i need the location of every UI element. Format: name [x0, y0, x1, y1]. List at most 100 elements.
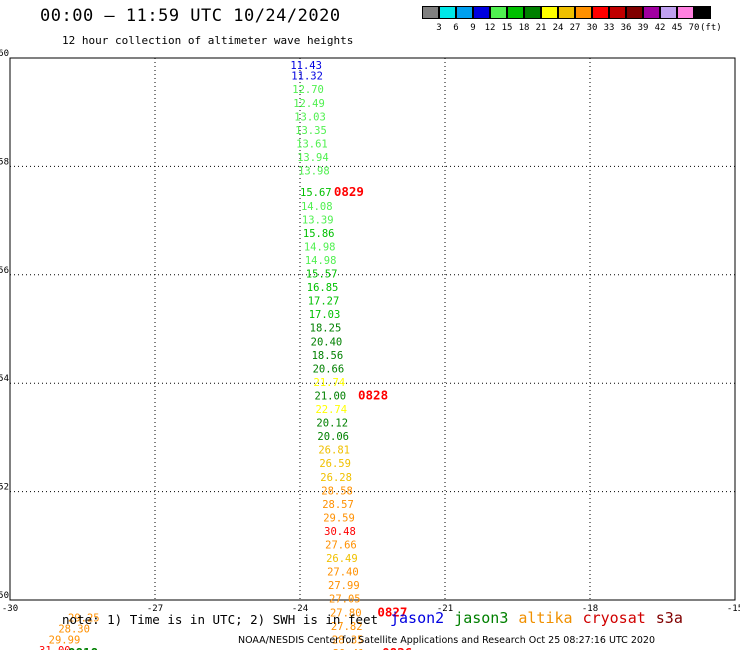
scale-label: 42	[654, 23, 666, 33]
scale-swatch	[507, 6, 524, 19]
data-point-label: 29.41	[333, 648, 365, 650]
data-point-label: 15.57	[306, 269, 338, 281]
data-point-label: 17.03	[309, 309, 341, 321]
data-point-label: 26.28	[320, 472, 352, 484]
chart-title: 00:00 – 11:59 UTC 10/24/2020	[40, 6, 341, 26]
data-point-label: 20.66	[313, 363, 345, 375]
scale-swatch	[677, 6, 694, 19]
data-point-label: 18.56	[312, 350, 344, 362]
credit-line: NOAA/NESDIS Center for Satellite Applica…	[238, 635, 655, 646]
data-point-label: 22.74	[315, 404, 347, 416]
scale-label: 30	[586, 23, 598, 33]
data-point-label: 17.27	[308, 296, 340, 308]
x-tick-label: -15	[727, 604, 740, 614]
time-label: 0829	[334, 184, 364, 199]
data-point-label: 21.74	[314, 377, 346, 389]
data-point-label: 28.30	[58, 624, 90, 636]
satellite-legend: jason2 jason3 altika cryosat s3a	[390, 609, 693, 627]
data-point-label: 29.99	[49, 634, 81, 646]
scale-swatch	[439, 6, 456, 19]
scale-swatch	[592, 6, 609, 19]
data-point-label: 12.49	[293, 98, 325, 110]
scale-swatch	[694, 6, 711, 19]
data-point-label: 15.67	[300, 187, 332, 199]
scale-unit: (ft)	[700, 23, 722, 33]
y-tick-label: 50	[0, 591, 9, 601]
scale-swatch	[643, 6, 660, 19]
data-point-label: 13.03	[294, 111, 326, 123]
scale-label: 36	[620, 23, 632, 33]
y-tick-label: 60	[0, 49, 9, 59]
scale-label: 3	[436, 23, 442, 33]
y-tick-label: 58	[0, 157, 9, 167]
data-point-label: 27.82	[331, 621, 363, 633]
scale-label: 6	[453, 23, 459, 33]
legend-altika: altika	[518, 609, 573, 627]
chart-subtitle: 12 hour collection of altimeter wave hei…	[62, 34, 354, 47]
scale-swatch	[490, 6, 507, 19]
data-point-label: 12.70	[292, 84, 324, 96]
data-point-label: 13.35	[295, 125, 327, 137]
data-point-label: 13.94	[297, 152, 329, 164]
data-point-label: 28.58	[321, 485, 353, 497]
scale-swatch	[456, 6, 473, 19]
data-point-label: 13.39	[302, 214, 334, 226]
x-tick-label: -21	[437, 604, 453, 614]
x-tick-label: -27	[147, 604, 163, 614]
data-point-label: 15.86	[303, 228, 335, 240]
scale-label: 9	[470, 23, 476, 33]
data-point-label: 11.32	[291, 71, 323, 83]
scale-swatch	[473, 6, 490, 19]
x-tick-label: -18	[582, 604, 598, 614]
data-point-label: 27.05	[329, 594, 361, 606]
legend-jason2: jason2	[390, 609, 445, 627]
data-point-label: 27.99	[328, 580, 360, 592]
data-point-label: 28.35	[332, 634, 364, 646]
scale-swatch	[660, 6, 677, 19]
data-point-label: 16.85	[307, 282, 339, 294]
data-point-label: 13.61	[296, 138, 328, 150]
time-label: 0828	[358, 387, 388, 402]
data-point-label: 14.98	[305, 255, 337, 267]
scale-swatch	[575, 6, 592, 19]
scale-swatch	[541, 6, 558, 19]
data-point-label: 28.57	[322, 499, 354, 511]
data-point-label: 21.00	[315, 390, 347, 402]
data-point-label: 14.08	[301, 201, 333, 213]
x-tick-label: -24	[292, 604, 308, 614]
scale-swatch	[558, 6, 575, 19]
legend-s3a: s3a	[655, 609, 683, 627]
scale-label: 18	[518, 23, 530, 33]
x-tick-label: -30	[2, 604, 18, 614]
data-point-label: 11.43	[290, 60, 322, 72]
plot-frame	[9, 57, 736, 601]
data-point-label: 31.00	[39, 645, 71, 650]
data-point-label: 27.80	[330, 607, 362, 619]
data-point-label: 29.25	[68, 613, 100, 625]
data-point-label: 14.98	[304, 241, 336, 253]
time-label: 0818	[68, 645, 98, 650]
data-point-label: 20.12	[316, 418, 348, 430]
scale-swatch	[609, 6, 626, 19]
scale-label: 39	[637, 23, 649, 33]
scale-label: 45	[671, 23, 683, 33]
y-tick-label: 56	[0, 266, 9, 276]
data-point-label: 27.66	[325, 540, 357, 552]
scale-swatch	[626, 6, 643, 19]
data-point-label: 20.06	[317, 431, 349, 443]
scale-label: 21	[535, 23, 547, 33]
scale-label: 70	[688, 23, 700, 33]
data-point-label: 26.59	[319, 458, 351, 470]
data-point-label: 26.81	[318, 445, 350, 457]
data-point-label: 26.49	[326, 553, 358, 565]
data-point-label: 13.98	[298, 166, 330, 178]
legend-jason3: jason3	[454, 609, 509, 627]
time-label: 0826	[382, 645, 412, 650]
scale-label: 33	[603, 23, 615, 33]
y-tick-label: 52	[0, 483, 9, 493]
legend-cryosat: cryosat	[582, 609, 646, 627]
y-tick-label: 54	[0, 374, 9, 384]
data-point-label: 30.48	[324, 526, 356, 538]
data-point-label: 20.40	[311, 336, 343, 348]
